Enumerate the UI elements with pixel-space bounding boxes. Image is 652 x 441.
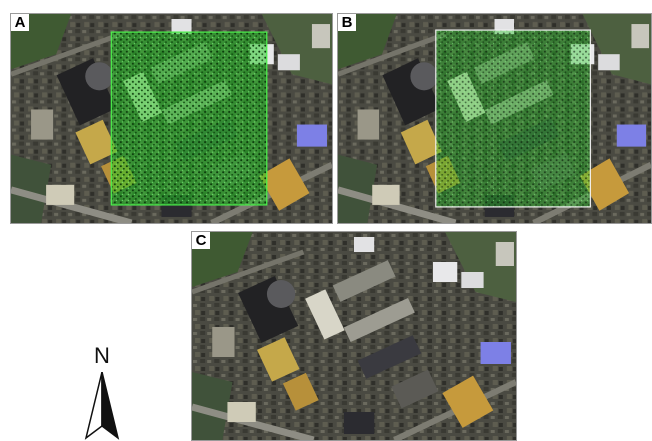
- north-arrow: N: [80, 344, 124, 440]
- panel-c-image: C: [191, 231, 517, 441]
- panel-label-c: C: [192, 232, 210, 249]
- aerial-image-a: [11, 14, 332, 223]
- panel-b-image: B: [337, 13, 652, 224]
- panel-a-image: A: [10, 13, 333, 224]
- north-arrow-icon: [84, 372, 120, 440]
- panel-label-b: B: [338, 14, 356, 31]
- classification-overlay-b: [435, 29, 591, 208]
- aerial-image-c: [192, 232, 516, 440]
- north-letter: N: [94, 343, 110, 368]
- aerial-image-b: [338, 14, 651, 223]
- classification-overlay-a: [110, 31, 268, 206]
- panel-label-a: A: [11, 14, 29, 31]
